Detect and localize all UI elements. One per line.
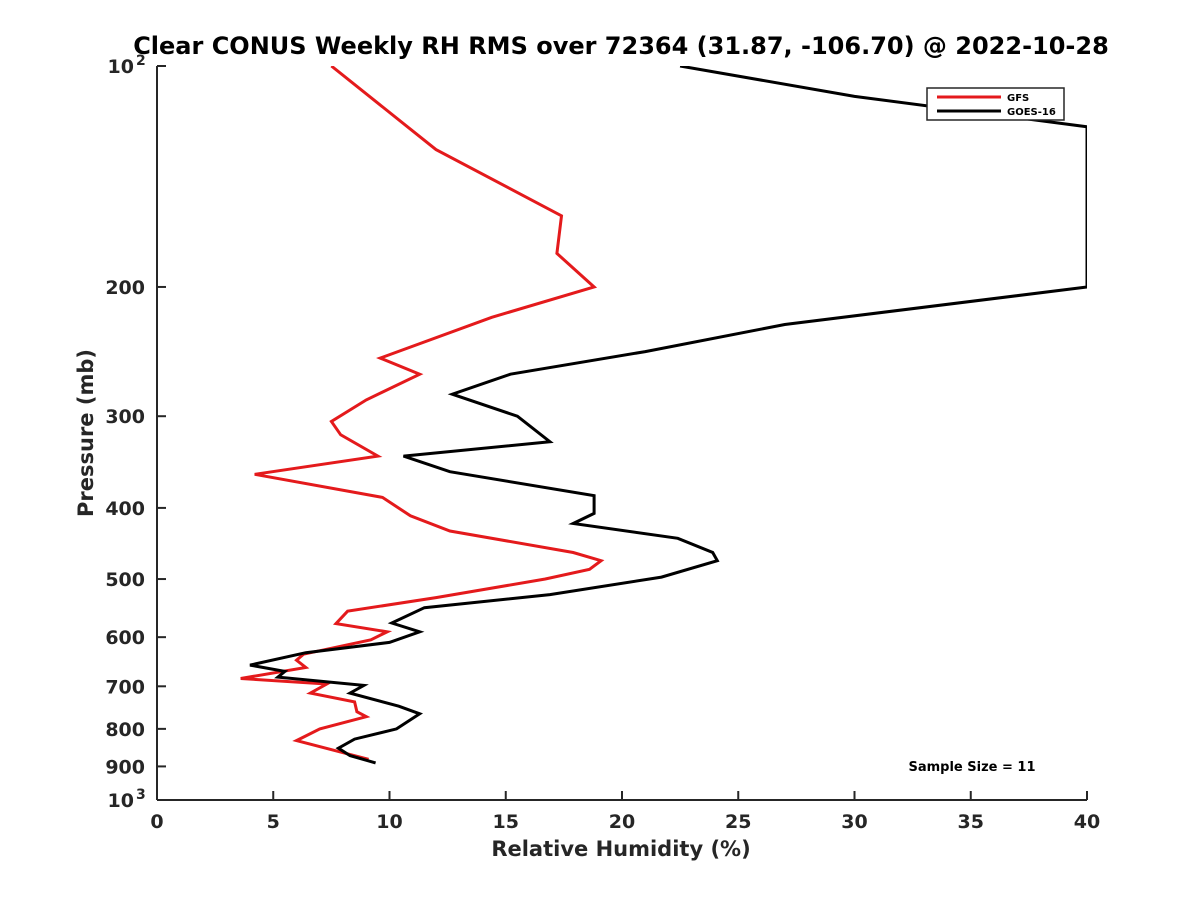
x-tick-label: 20 xyxy=(609,811,635,833)
y-tick-label: 400 xyxy=(105,498,145,520)
y-tick-label: 10 xyxy=(108,56,134,78)
x-tick-label: 25 xyxy=(725,811,751,833)
x-tick-label: 30 xyxy=(841,811,867,833)
x-axis-label: Relative Humidity (%) xyxy=(491,837,750,861)
y-tick-label: 500 xyxy=(105,569,145,591)
plot-area xyxy=(240,66,1087,765)
x-ticks: 0 5 10 15 20 25 30 35 40 xyxy=(150,791,1100,833)
sample-size-annotation: Sample Size = 11 xyxy=(908,760,1035,775)
y-tick-label: 800 xyxy=(105,719,145,741)
x-tick-label: 15 xyxy=(493,811,519,833)
legend-label: GOES-16 xyxy=(1007,107,1056,118)
legend: GFS GOES-16 xyxy=(926,87,1065,121)
y-tick-label: 300 xyxy=(105,406,145,428)
x-tick-label: 5 xyxy=(267,811,280,833)
chart-title: Clear CONUS Weekly RH RMS over 72364 (31… xyxy=(133,32,1109,60)
y-tick-label: 600 xyxy=(105,627,145,649)
y-tick-label: 900 xyxy=(105,756,145,778)
y-tick-label: 200 xyxy=(105,277,145,299)
y-tick-exponent: 2 xyxy=(136,53,146,69)
y-axis-label: Pressure (mb) xyxy=(74,349,98,517)
axes xyxy=(156,66,1087,801)
y-tick-exponent: 3 xyxy=(136,787,146,803)
legend-box xyxy=(926,87,1065,121)
x-tick-label: 10 xyxy=(376,811,402,833)
series-line-goes-16 xyxy=(249,66,1087,765)
x-tick-label: 35 xyxy=(958,811,984,833)
legend-label: GFS xyxy=(1007,93,1029,104)
x-tick-label: 40 xyxy=(1074,811,1100,833)
x-tick-label: 0 xyxy=(150,811,163,833)
series-line-gfs xyxy=(240,66,605,761)
y-tick-label: 700 xyxy=(105,676,145,698)
y-tick-label: 10 xyxy=(108,790,134,812)
